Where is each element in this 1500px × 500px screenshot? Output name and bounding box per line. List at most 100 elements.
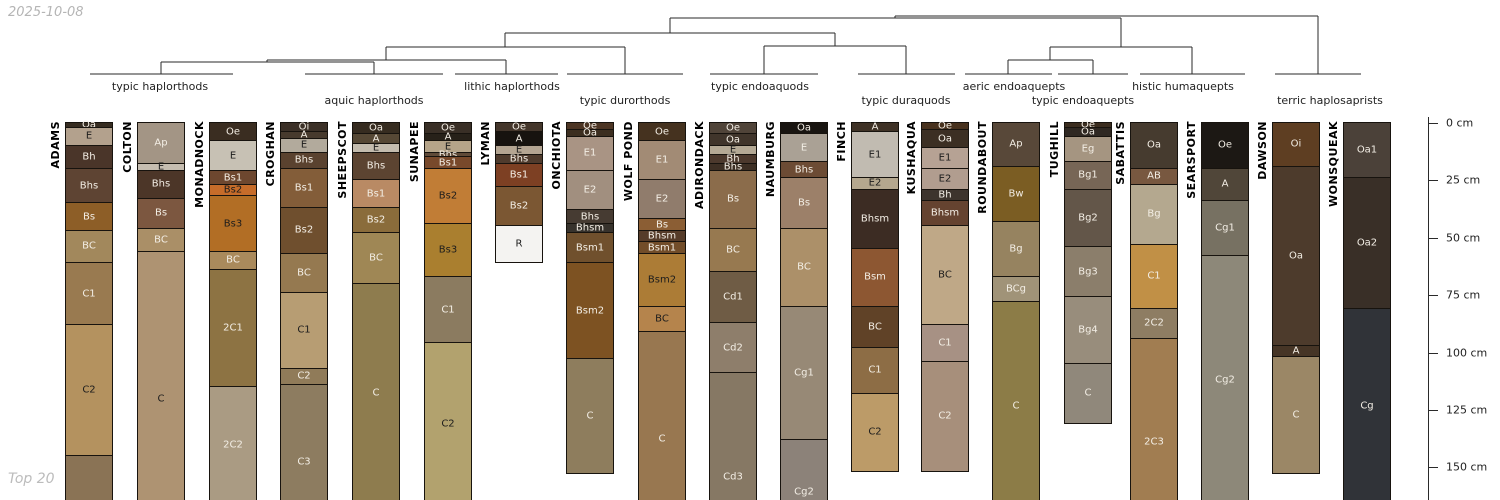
column-name-sabattis: SABATTIS (1114, 121, 1127, 185)
horizon: Bhs (280, 151, 328, 169)
horizon-label: Cg1 (1215, 222, 1235, 234)
horizon: Bhsm (921, 200, 969, 227)
horizon-label: Bhs (366, 160, 386, 172)
horizon: E2 (566, 170, 614, 211)
column-name-finch: FINCH (835, 121, 848, 162)
horizon-label: Oa (1147, 139, 1161, 151)
horizon-label: Oa1 (1356, 144, 1378, 156)
horizon: A (495, 131, 543, 146)
horizon (65, 454, 113, 500)
depth-axis-tick (1428, 352, 1438, 354)
horizon: C2 (65, 324, 113, 456)
horizon-label: Oe (725, 122, 741, 134)
horizon: E (65, 126, 113, 146)
column-name-adirondack: ADIRONDACK (693, 121, 706, 210)
horizon-label: Bs1 (438, 157, 458, 169)
horizon: C (1272, 356, 1320, 475)
horizon-label: E (444, 141, 452, 153)
horizon: Bhs (65, 167, 113, 204)
horizon-label: Bs2 (223, 184, 243, 196)
horizon: Oa (921, 128, 969, 149)
horizon-label: C1 (441, 304, 455, 316)
horizon-label: Bhs (151, 178, 171, 190)
group-label: typic endoaquepts (1031, 94, 1135, 107)
horizon-label: Bh (82, 151, 96, 163)
horizon: Oa (1272, 165, 1320, 346)
group-label: typic haplorthods (111, 80, 209, 93)
horizon: Oa (1130, 122, 1178, 169)
horizon-label: 2C3 (1144, 436, 1164, 448)
horizon-label: C (1012, 400, 1020, 412)
horizon: Bs3 (424, 223, 472, 277)
group-label: aquic haplorthods (324, 94, 424, 107)
horizon: Bs1 (495, 163, 543, 188)
horizon-label: BC (226, 254, 240, 266)
horizon: C (992, 301, 1040, 500)
horizon-label: Bg3 (1078, 266, 1098, 278)
horizon-label: BC (868, 321, 882, 333)
horizon-label: Bs (82, 211, 96, 223)
horizon: Bsm2 (566, 262, 614, 360)
horizon-label: BC (797, 261, 811, 273)
horizon-label: Cd3 (723, 471, 743, 483)
horizon: E1 (851, 131, 899, 179)
horizon: 2C2 (1130, 307, 1178, 339)
horizon: C2 (921, 360, 969, 472)
horizon: BCg (992, 275, 1040, 303)
horizon-label: E (300, 139, 308, 151)
horizon: Oe (638, 122, 686, 142)
horizon-label: Oe (225, 126, 241, 138)
horizon: E1 (921, 147, 969, 169)
horizon: C2 (851, 392, 899, 472)
horizon-label: R (515, 238, 523, 250)
horizon: Oa1 (1343, 122, 1391, 179)
depth-axis-line (1428, 117, 1429, 500)
depth-axis-tick-label: 75 cm (1446, 288, 1481, 302)
horizon-label: BC (655, 313, 669, 325)
horizon-label: Bs1 (366, 188, 386, 200)
horizon-label: Ap (154, 137, 168, 149)
horizon-label: Bsm2 (575, 305, 605, 317)
horizon-label: C1 (1147, 270, 1161, 282)
horizon: BC (280, 252, 328, 293)
horizon: E2 (638, 179, 686, 220)
depth-axis-tick-label: 50 cm (1446, 231, 1481, 245)
horizon-label: C2 (297, 370, 311, 382)
horizon-label: C (1292, 409, 1300, 421)
footer-label: Top 20 (8, 471, 55, 487)
depth-axis-tick-label: 150 cm (1446, 460, 1488, 474)
column-name-roundabout: ROUNDABOUT (976, 121, 989, 214)
dendrogram (90, 15, 1361, 75)
depth-axis-tick (1428, 467, 1438, 469)
horizon-label: C2 (82, 384, 96, 396)
horizon: Oe (209, 122, 257, 142)
horizon: AB (1130, 167, 1178, 185)
depth-axis-tick-label: 100 cm (1446, 346, 1488, 360)
horizon-label: Bhsm (930, 207, 960, 219)
horizon-label: C2 (938, 410, 952, 422)
horizon: Bg (992, 220, 1040, 277)
column-name-wonsqueak: WONSQUEAK (1327, 121, 1340, 207)
column-name-lyman: LYMAN (479, 121, 492, 166)
horizon: E1 (566, 135, 614, 172)
horizon-label: C1 (82, 288, 96, 300)
horizon-label: Cd2 (723, 342, 743, 353)
horizon-label: Bs3 (223, 218, 243, 230)
horizon-label: C (157, 393, 165, 405)
horizon: Ap (992, 122, 1040, 167)
horizon-label: 2C2 (223, 439, 243, 451)
horizon-label: BC (369, 252, 383, 264)
horizon-label: Cg2 (794, 486, 814, 498)
horizon-label: C2 (441, 418, 455, 430)
horizon: E1 (638, 140, 686, 181)
horizon: Bg4 (1064, 296, 1112, 365)
horizon-label: Oe (440, 122, 456, 134)
horizon-label: Bs2 (509, 200, 529, 212)
horizon: C (352, 282, 400, 500)
horizon: BC (709, 227, 757, 273)
horizon-label: Oa (369, 122, 383, 134)
horizon-label: BCg (1005, 283, 1027, 295)
horizon: E2 (921, 167, 969, 190)
horizon-label: C1 (868, 364, 882, 376)
horizon: Bg (1130, 183, 1178, 245)
